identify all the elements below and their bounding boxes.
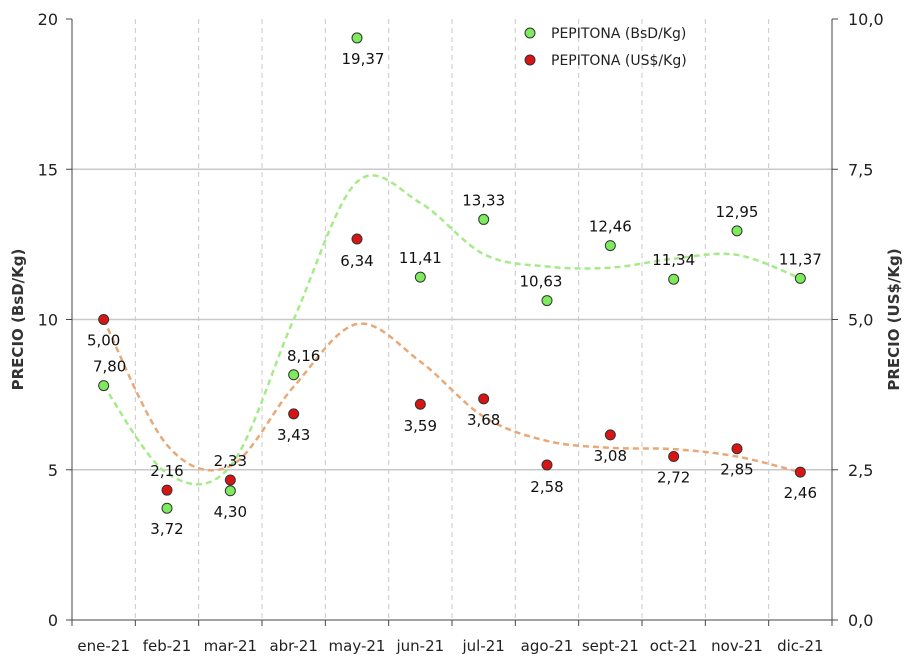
usd-point xyxy=(668,451,680,463)
usd-point xyxy=(224,474,236,486)
x-tick-label: abr-21 xyxy=(269,637,317,655)
usd-data-label: 2,46 xyxy=(784,484,817,502)
usd-data-label: 3,08 xyxy=(594,447,627,465)
right-tick-label: 0,0 xyxy=(848,611,873,630)
bsd-point xyxy=(604,240,616,252)
x-tick-label: sept-21 xyxy=(582,637,639,655)
left-tick-label: 5 xyxy=(48,461,58,480)
x-tick-label: jul-21 xyxy=(461,637,504,655)
usd-point xyxy=(794,466,806,478)
left-tick-label: 10 xyxy=(38,311,58,330)
bsd-data-label: 8,16 xyxy=(287,347,320,365)
right-tick-label: 5,0 xyxy=(848,311,873,330)
bsd-data-label: 11,34 xyxy=(652,251,695,269)
bsd-data-label: 13,33 xyxy=(462,191,505,209)
x-tick-label: jun-21 xyxy=(395,637,444,655)
bsd-point xyxy=(351,32,363,44)
usd-data-label: 2,58 xyxy=(530,478,563,496)
bsd-data-label: 12,46 xyxy=(589,218,632,236)
bsd-point xyxy=(288,369,300,381)
x-tick-label: feb-21 xyxy=(143,637,192,655)
left-tick-label: 0 xyxy=(48,611,58,630)
bsd-point xyxy=(478,213,490,225)
left-tick-label: 20 xyxy=(38,10,58,29)
usd-data-label: 3,43 xyxy=(277,426,310,444)
x-tick-label: may-21 xyxy=(329,637,386,655)
usd-data-label: 2,85 xyxy=(720,461,753,479)
usd-data-label: 3,59 xyxy=(404,417,437,435)
x-tick-label: ene-21 xyxy=(77,637,129,655)
bsd-data-label: 11,41 xyxy=(399,249,442,267)
trend-line-usd xyxy=(102,318,801,474)
x-tick-label: dic-21 xyxy=(777,637,823,655)
usd-point xyxy=(604,429,616,441)
trend-line-bsd xyxy=(102,174,801,486)
bsd-point xyxy=(161,502,173,514)
usd-point xyxy=(288,408,300,420)
bsd-data-label: 11,37 xyxy=(779,250,822,268)
bsd-point xyxy=(414,271,426,283)
x-tick-label: nov-21 xyxy=(711,637,763,655)
usd-point xyxy=(98,314,110,325)
usd-data-label: 5,00 xyxy=(87,332,120,350)
legend-label-bsd: PEPITONA (BsD/Kg) xyxy=(551,26,686,42)
left-axis-title: PRECIO (BsD/Kg) xyxy=(9,249,27,391)
bsd-data-label: 7,80 xyxy=(93,358,126,376)
legend-marker-usd xyxy=(524,54,536,66)
bsd-point xyxy=(794,272,806,284)
usd-data-label: 2,16 xyxy=(150,462,183,480)
legend-label-usd: PEPITONA (US$/Kg) xyxy=(551,53,687,69)
legend-marker-bsd xyxy=(524,27,536,39)
bsd-data-label: 3,72 xyxy=(150,520,183,538)
usd-data-label: 2,33 xyxy=(214,452,247,470)
right-tick-label: 2,5 xyxy=(848,461,873,480)
x-tick-label: oct-21 xyxy=(650,637,698,655)
usd-point xyxy=(414,398,426,410)
usd-point xyxy=(541,459,553,471)
bsd-data-label: 12,95 xyxy=(716,203,759,221)
bsd-point xyxy=(731,225,743,237)
bsd-data-label: 4,30 xyxy=(214,503,247,521)
bsd-data-label: 19,37 xyxy=(342,50,385,68)
usd-point xyxy=(161,484,173,496)
bsd-point xyxy=(98,380,110,392)
x-tick-label: mar-21 xyxy=(204,637,258,655)
right-tick-label: 7,5 xyxy=(848,160,873,179)
right-axis-title: PRECIO (US$/Kg) xyxy=(885,248,903,390)
usd-data-label: 6,34 xyxy=(340,252,373,270)
usd-data-label: 3,68 xyxy=(467,411,500,429)
bsd-point xyxy=(668,273,680,285)
usd-point xyxy=(478,393,490,405)
right-tick-label: 10,0 xyxy=(848,10,884,29)
bsd-data-label: 10,63 xyxy=(520,273,563,291)
bsd-point xyxy=(541,295,553,307)
left-tick-label: 15 xyxy=(38,160,58,179)
bsd-point xyxy=(224,485,236,497)
x-tick-label: ago-21 xyxy=(521,637,574,655)
usd-point xyxy=(731,443,743,455)
usd-data-label: 2,72 xyxy=(657,469,690,487)
usd-point xyxy=(351,233,363,245)
